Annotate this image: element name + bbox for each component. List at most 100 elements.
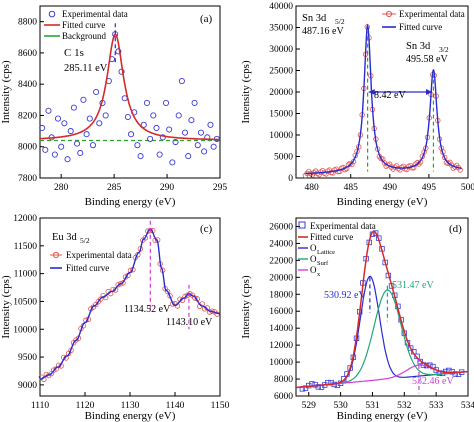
panel-c-x-tick-label: 1120 — [76, 401, 95, 411]
panel-b-y-tick-label: 0 — [288, 174, 293, 184]
panel-c-annotation-peak2: 1143.10 eV — [166, 317, 213, 328]
panel-a-data-point — [175, 112, 182, 119]
panel-d-legend-surf: O — [310, 254, 317, 264]
panel-d-y-tick-label: 8000 — [274, 375, 293, 385]
panel-d-component-curve — [296, 289, 469, 389]
panel-d-legend-marker-experimental — [298, 221, 306, 229]
panel-a-data-point — [178, 78, 185, 85]
panel-d-legend-ox: O — [310, 265, 317, 275]
panel-a-y-tick-label: 8000 — [18, 143, 37, 153]
panel-a-data-point — [67, 128, 74, 135]
panel-d-y-tick-label: 6000 — [274, 392, 293, 402]
panel-b-y-tick-label: 10000 — [269, 131, 293, 141]
panel-c-data-point — [192, 295, 198, 301]
panel-c-x-tick-label: 1110 — [31, 401, 50, 411]
panel-c-marks — [38, 220, 221, 382]
panel-a-x-tick-label: 295 — [213, 183, 228, 193]
panel-c-data-point — [53, 366, 59, 372]
panel-a-data-point — [54, 115, 62, 122]
panel-d-marks — [296, 230, 469, 394]
panel-c-x-tick-label: 1130 — [121, 401, 140, 411]
panel-a-data-point — [77, 149, 84, 157]
panel-d-legend-lattice-sub: Lattice — [317, 249, 335, 256]
panel-c-y-tick-label: 10500 — [13, 297, 37, 307]
panel-c-legend-marker-experimental-dot — [52, 251, 60, 259]
panel-a-data-point — [83, 131, 90, 138]
panel-c-y-tick-label: 9500 — [18, 353, 37, 363]
panel-c-x-tick-label: 1150 — [211, 401, 230, 411]
panel-a-data-point — [197, 129, 204, 136]
panel-d-legend-experimental: Experimental data — [310, 221, 376, 231]
panel-a-data-point — [207, 121, 214, 128]
panel-a-data-point — [191, 99, 198, 106]
panel-a-data-point — [169, 159, 176, 166]
panel-b-marks — [302, 23, 463, 179]
panel-d-data-point — [452, 371, 458, 377]
panel-a-data-point — [42, 146, 49, 153]
panel-d-legend-lattice: O — [310, 243, 317, 253]
panel-b-y-tick-label: 5000 — [274, 153, 293, 163]
panel-b-y-tick-label: 30000 — [269, 45, 293, 55]
panel-a-data-point — [137, 153, 144, 160]
panel-c-annotation-peak1: 1134.52 eV — [124, 304, 171, 315]
panel-d-y-tick-label: 12000 — [269, 341, 293, 351]
panel-a-fitted-curve — [40, 33, 220, 141]
panel-b-y-tick-label: 20000 — [269, 88, 293, 98]
panel-c-data-point — [142, 235, 148, 241]
panel-d-y-tick-label: 14000 — [269, 324, 293, 334]
panel-a-y-tick-label: 7800 — [18, 174, 37, 184]
panel-d-y-label: Intensity (cps) — [240, 275, 252, 339]
panel-a-data-point — [194, 142, 201, 149]
panel-c-x-label: Binding energy (eV) — [85, 410, 176, 422]
panel-c-data-point — [182, 293, 188, 300]
panel-d-fitted-curve — [296, 230, 469, 389]
panel-c-data-point — [48, 370, 54, 377]
panel-c-axis-ticks: 1110 1120 1130 1140 1150 9000 9500 10000 10500 11… — [13, 214, 229, 411]
panel-d-data-point — [372, 230, 379, 236]
panel-a-data-point — [128, 131, 135, 138]
panel-a-data-point — [39, 124, 46, 132]
panel-a-data-point — [64, 156, 71, 163]
panel-d-x-tick-label: 531 — [365, 401, 380, 411]
panel-d-annotation-lattice: 530.92 eV — [324, 290, 366, 301]
panel-c-y-tick-label: 12000 — [13, 214, 37, 224]
panel-a-x-tick-label: 280 — [54, 183, 69, 193]
panel-a-data-point — [150, 112, 157, 119]
panel-b-axis-ticks: 480 485 490 495 5000500010000150002000025000… — [269, 2, 474, 193]
panel-a-data-point — [185, 153, 192, 160]
panel-a-y-label: Intensity (cps) — [0, 60, 12, 124]
panel-d-axis-ticks: 529 530 531 532 533 534 6000 8000 10000 12000 1400… — [269, 222, 474, 411]
panel-b-y-label: Intensity (cps) — [240, 60, 252, 124]
panel-a-x-label: Binding energy (eV) — [85, 196, 176, 208]
panel-b-data-point — [442, 154, 448, 161]
panel-a-axis-ticks: 280 285 290 295 7800 8000 8200 8400 8600 8800 — [18, 18, 227, 193]
panel-a-legend: Experimental data Fitted curve Backgroun… — [44, 9, 128, 41]
panel-c-y-tick-label: 9000 — [18, 381, 37, 391]
panel-b-x-tick-label: 480 — [305, 183, 320, 193]
panel-b-annotation-sn52-energy: 487.16 eV — [302, 26, 344, 37]
panel-a-data-point — [159, 134, 166, 141]
panel-c-x-tick-label: 1140 — [166, 401, 185, 411]
panel-b-x-label: Binding energy (eV) — [337, 196, 428, 208]
panel-c-label: (c) — [200, 223, 213, 235]
panel-b-annotation-sn32-sub: 3/2 — [439, 45, 449, 54]
panel-b: 480 485 490 495 5000500010000150002000025000… — [240, 2, 474, 208]
panel-b-y-tick-label: 25000 — [269, 67, 293, 77]
panel-c-legend: Experimental data Fitted curve — [50, 250, 132, 273]
panel-b-annotation-sn52-sub: 5/2 — [335, 17, 345, 26]
panel-c-y-label: Intensity (cps) — [0, 275, 12, 339]
panel-a-data-point — [96, 120, 103, 127]
panel-b-splitting-arrowhead-left — [368, 89, 375, 95]
panel-d: 529 530 531 532 533 534 6000 8000 10000 12000 1400… — [240, 217, 474, 422]
panel-a-data-point — [45, 107, 52, 114]
panel-c-annotation-eu: Eu 3d — [52, 232, 78, 243]
panel-b-legend-experimental: Experimental data — [399, 9, 465, 19]
panel-b-annotation-sn32-energy: 495.58 eV — [406, 54, 448, 65]
panel-b-x-tick-label: 500 — [461, 183, 474, 193]
panel-c-data-point — [51, 367, 57, 373]
panel-c-y-tick-label: 10000 — [13, 325, 37, 335]
panel-a-data-point — [188, 117, 195, 124]
panel-a-data-point — [93, 88, 100, 96]
panel-b-data-point — [337, 168, 343, 175]
